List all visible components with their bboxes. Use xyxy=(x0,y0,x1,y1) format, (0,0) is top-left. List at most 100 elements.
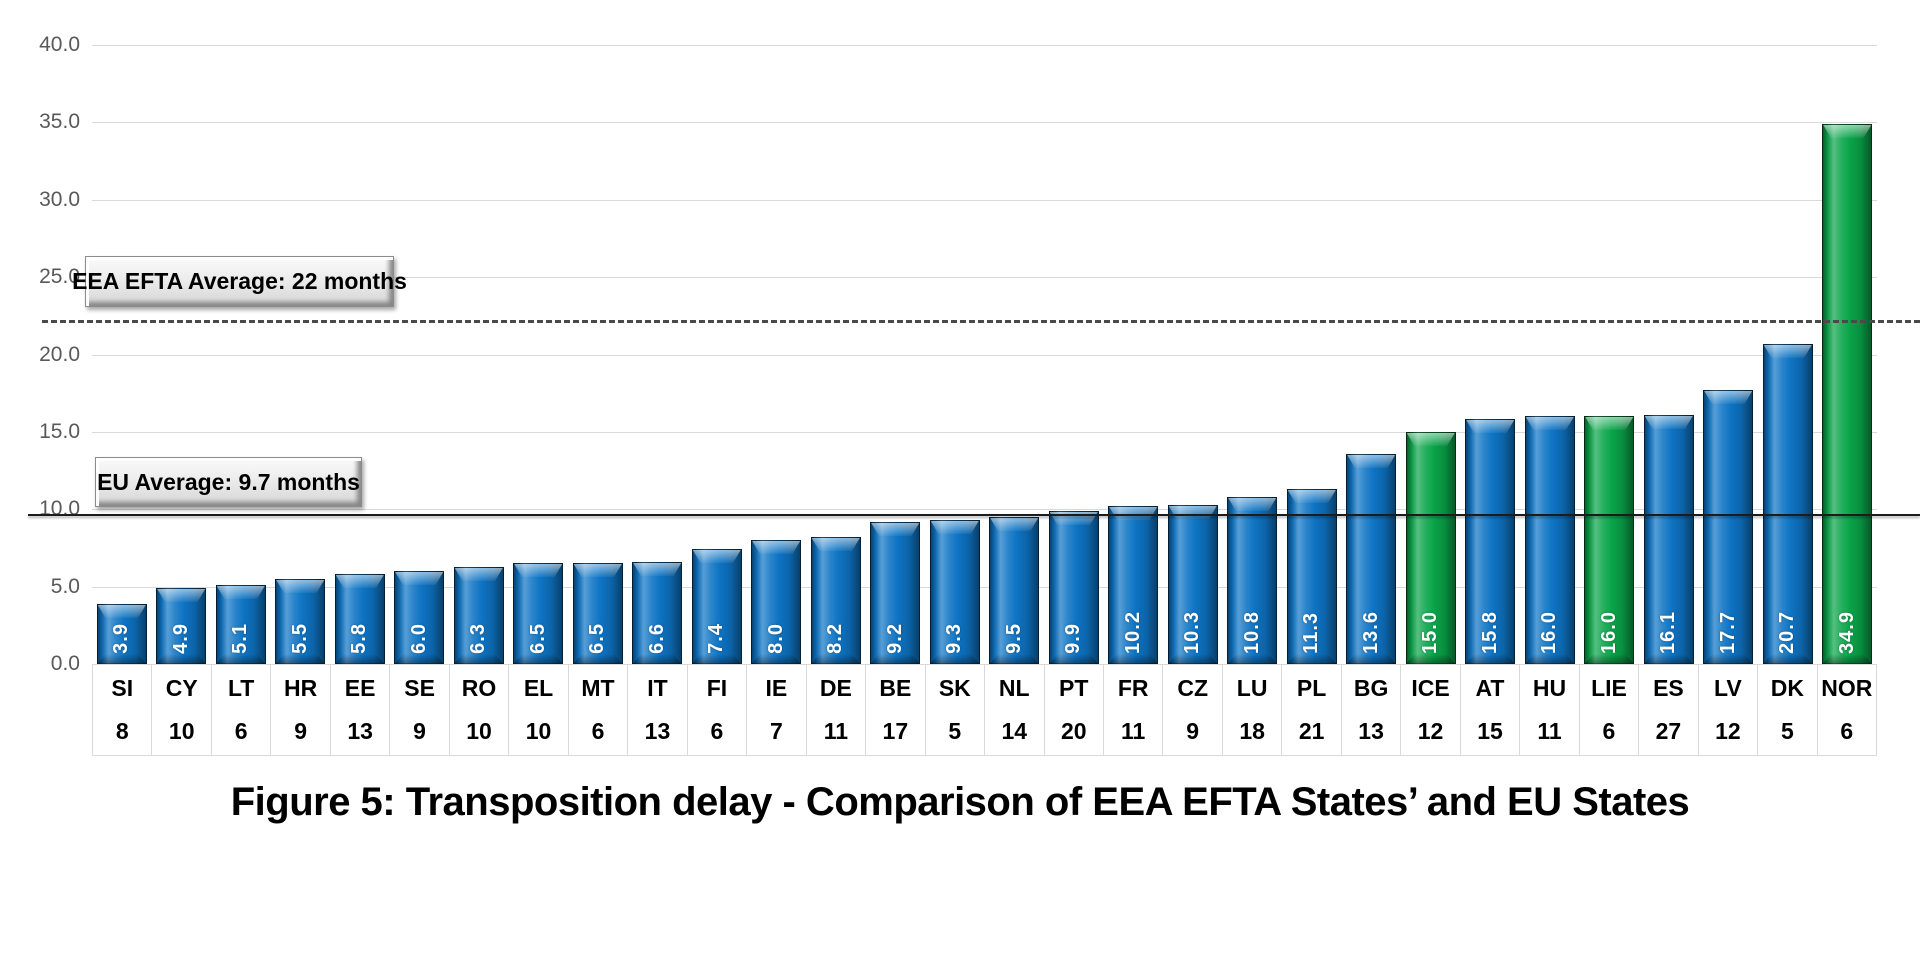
bar-value-label: 13.6 xyxy=(1359,611,1382,654)
country-code-label: PT xyxy=(1059,675,1089,701)
bar-value-wrap: 16.1 xyxy=(1645,611,1693,654)
country-code-label: HU xyxy=(1532,675,1567,701)
bar-column-IE: 8.0 xyxy=(747,45,807,664)
bar-IE: 8.0 xyxy=(751,540,802,664)
bar-column-LIE: 16.0 xyxy=(1580,45,1640,664)
country-code-label: IE xyxy=(765,675,788,701)
bar-value-label: 6.3 xyxy=(467,623,490,654)
bar-FI: 7.4 xyxy=(691,549,742,664)
category-cell-DE: DE 11 xyxy=(807,665,867,755)
directive-count-label: 20 xyxy=(1060,718,1087,744)
category-cell-MT: MT 6 xyxy=(569,665,629,755)
bar-value-wrap: 8.2 xyxy=(812,623,860,654)
country-code-label: IT xyxy=(647,675,668,701)
country-code-label: MT xyxy=(581,675,615,701)
bar-column-SK: 9.3 xyxy=(925,45,985,664)
country-code-label: LT xyxy=(227,675,255,701)
directive-count-label: 10 xyxy=(525,718,552,744)
bar-value-label: 8.0 xyxy=(764,623,787,654)
bar-LU: 10.8 xyxy=(1227,497,1278,664)
bar-NL: 9.5 xyxy=(989,517,1040,664)
bar-value-wrap: 4.9 xyxy=(157,623,205,654)
bar-column-EL: 6.5 xyxy=(509,45,569,664)
bar-value-wrap: 9.5 xyxy=(990,623,1038,654)
category-cell-ICE: ICE 12 xyxy=(1401,665,1461,755)
bar-chart-plot-area: 3.9 4.9 5.1 5.5 5.8 6.0 6.3 6.5 6.5 6.6 7.4 8.0 8.2 9… xyxy=(92,45,1877,665)
bar-LV: 17.7 xyxy=(1703,390,1754,664)
bar-BE: 9.2 xyxy=(870,522,921,664)
category-cell-CZ: CZ 9 xyxy=(1163,665,1223,755)
bar-column-HU: 16.0 xyxy=(1520,45,1580,664)
category-cell-CY: CY 10 xyxy=(152,665,212,755)
country-code-label: HR xyxy=(284,675,318,701)
category-axis-table: SI 8 CY 10 LT 6 HR 9 EE 13 SE 9 RO 10 EL 10 MT 6 IT 13 FI 6 IE… xyxy=(92,664,1877,756)
bar-column-DE: 8.2 xyxy=(806,45,866,664)
bar-value-wrap: 3.9 xyxy=(98,623,146,654)
directive-count-label: 12 xyxy=(1417,718,1444,744)
bar-column-CY: 4.9 xyxy=(152,45,212,664)
directive-count-label: 8 xyxy=(115,718,129,744)
bar-RO: 6.3 xyxy=(453,567,504,664)
bar-value-label: 20.7 xyxy=(1776,611,1799,654)
directive-count-label: 11 xyxy=(1121,718,1146,744)
bar-column-PT: 9.9 xyxy=(1044,45,1104,664)
bar-LT: 5.1 xyxy=(215,585,266,664)
bar-value-wrap: 13.6 xyxy=(1347,611,1395,654)
bar-value-wrap: 8.0 xyxy=(752,623,800,654)
country-code-label: CZ xyxy=(1177,675,1208,701)
category-cell-LT: LT 6 xyxy=(212,665,272,755)
country-code-label: EE xyxy=(344,675,376,701)
bar-value-wrap: 9.3 xyxy=(931,623,979,654)
bar-value-label: 9.5 xyxy=(1002,623,1025,654)
directive-count-label: 6 xyxy=(1840,718,1854,744)
category-cell-LIE: LIE 6 xyxy=(1580,665,1640,755)
y-tick-label: 0.0 xyxy=(50,652,80,675)
bar-value-label: 10.3 xyxy=(1181,611,1204,654)
category-cell-LV: LV 12 xyxy=(1699,665,1759,755)
category-cell-HR: HR 9 xyxy=(271,665,331,755)
country-code-label: EL xyxy=(523,675,554,701)
bar-column-EE: 5.8 xyxy=(330,45,390,664)
category-cell-BG: BG 13 xyxy=(1342,665,1402,755)
bar-column-ES: 16.1 xyxy=(1639,45,1699,664)
bar-value-wrap: 7.4 xyxy=(693,623,741,654)
bar-value-wrap: 6.0 xyxy=(395,623,443,654)
bar-value-label: 6.0 xyxy=(407,623,430,654)
bar-column-MT: 6.5 xyxy=(568,45,628,664)
bar-value-wrap: 16.0 xyxy=(1585,611,1633,654)
category-cell-NOR: NOR 6 xyxy=(1818,665,1876,755)
bar-LIE: 16.0 xyxy=(1584,416,1635,664)
bar-value-wrap: 5.5 xyxy=(276,623,324,654)
category-cell-NL: NL 14 xyxy=(985,665,1045,755)
bar-column-RO: 6.3 xyxy=(449,45,509,664)
bar-column-SE: 6.0 xyxy=(390,45,450,664)
bar-column-CZ: 10.3 xyxy=(1163,45,1223,664)
bar-column-LT: 5.1 xyxy=(211,45,271,664)
bar-value-label: 16.0 xyxy=(1597,611,1620,654)
bar-value-wrap: 6.6 xyxy=(633,623,681,654)
country-code-label: FI xyxy=(706,675,728,701)
bar-EL: 6.5 xyxy=(513,563,564,664)
country-code-label: BE xyxy=(879,675,912,701)
directive-count-label: 21 xyxy=(1298,718,1325,744)
bar-value-label: 6.5 xyxy=(526,623,549,654)
bar-value-wrap: 10.2 xyxy=(1109,611,1157,654)
bar-value-label: 11.3 xyxy=(1300,612,1323,654)
bar-series: 3.9 4.9 5.1 5.5 5.8 6.0 6.3 6.5 6.5 6.6 7.4 8.0 8.2 9… xyxy=(92,45,1877,664)
bar-column-LV: 17.7 xyxy=(1699,45,1759,664)
directive-count-label: 9 xyxy=(294,718,308,744)
bar-value-wrap: 15.0 xyxy=(1407,611,1455,654)
bar-HU: 16.0 xyxy=(1524,416,1575,664)
bar-value-label: 4.9 xyxy=(169,623,192,654)
directive-count-label: 5 xyxy=(1780,718,1794,744)
category-cell-IT: IT 13 xyxy=(628,665,688,755)
bar-ES: 16.1 xyxy=(1643,415,1694,664)
bar-value-wrap: 10.8 xyxy=(1228,611,1276,654)
gridline xyxy=(92,277,1877,279)
bar-value-wrap: 6.3 xyxy=(455,623,503,654)
bar-value-wrap: 16.0 xyxy=(1526,611,1574,654)
category-cell-HU: HU 11 xyxy=(1520,665,1580,755)
category-cell-FI: FI 6 xyxy=(688,665,748,755)
directive-count-label: 11 xyxy=(823,718,849,744)
